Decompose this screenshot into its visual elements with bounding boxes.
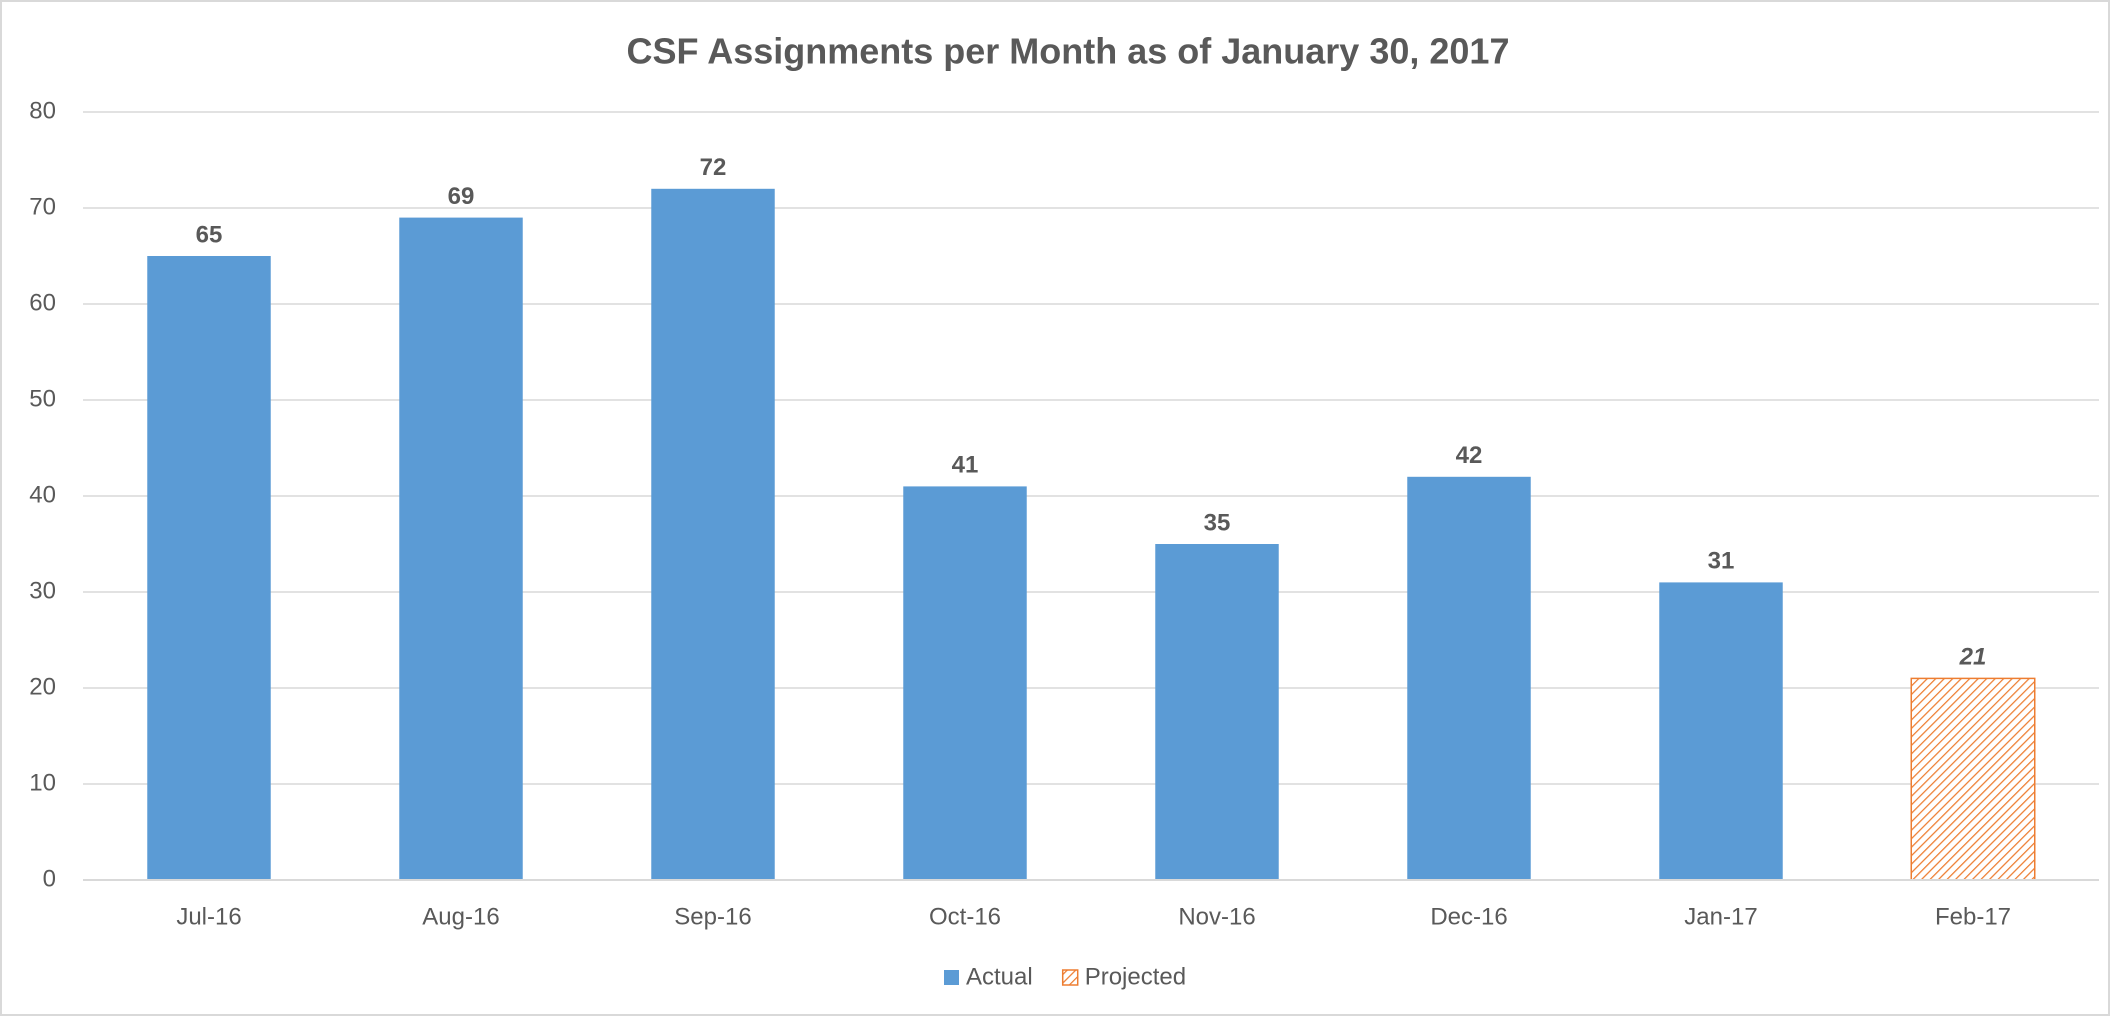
y-tick-label: 30 [29,577,56,604]
bar [399,217,523,881]
bar [147,256,271,880]
data-label: 65 [196,221,223,248]
y-tick-label: 80 [29,97,56,124]
data-label: 42 [1456,442,1483,469]
y-tick-label: 40 [29,481,56,508]
bar [1910,677,2036,881]
y-tick-label: 50 [29,385,56,412]
bar [1407,476,1531,880]
x-tick-label: Jul-16 [176,903,241,930]
data-label: 72 [700,154,727,181]
bar [1155,544,1279,880]
legend-swatch [1061,969,1079,986]
bar [1659,582,1783,880]
legend-label: Actual [966,963,1033,990]
y-tick-label: 70 [29,193,56,220]
data-label: 35 [1204,509,1231,536]
y-tick-label: 20 [29,673,56,700]
x-tick-label: Dec-16 [1430,903,1507,930]
x-tick-label: Oct-16 [929,903,1001,930]
data-label: 21 [1959,644,1987,671]
x-tick-label: Nov-16 [1178,903,1255,930]
data-label: 31 [1708,548,1735,575]
data-label: 69 [448,183,475,210]
x-tick-label: Feb-17 [1935,903,2011,930]
data-label: 41 [952,452,979,479]
bar [903,486,1027,880]
chart-title: CSF Assignments per Month as of January … [627,31,1510,72]
x-tick-label: Sep-16 [674,903,751,930]
bar [651,188,775,881]
x-tick-label: Jan-17 [1684,903,1757,930]
y-tick-label: 10 [29,769,56,796]
legend-swatch [944,970,959,985]
y-tick-label: 0 [43,865,56,892]
x-tick-label: Aug-16 [422,903,499,930]
y-tick-label: 60 [29,289,56,316]
legend-label: Projected [1085,963,1186,990]
